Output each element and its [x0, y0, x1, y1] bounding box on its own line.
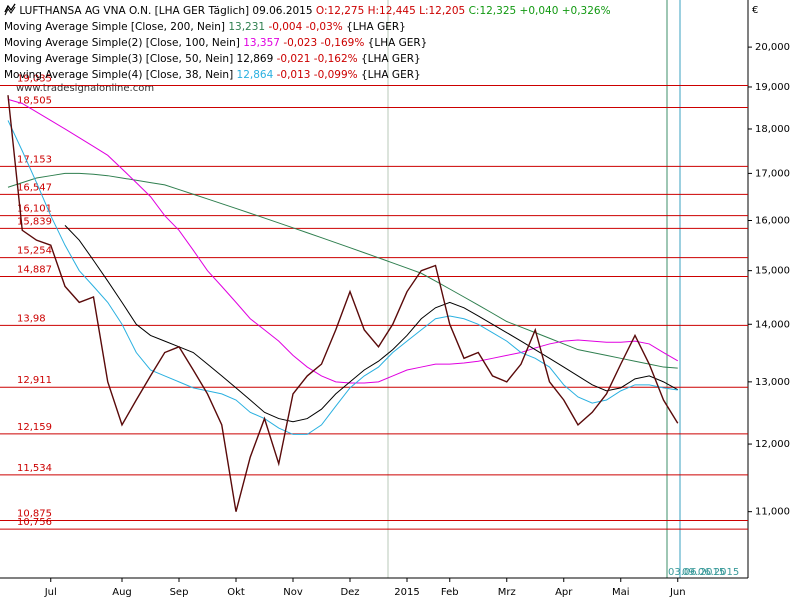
legend: LUFTHANSA AG VNA O.N. [LHA GER Täglich] … [4, 3, 611, 83]
legend-symbol: {LHA GER} [360, 69, 421, 81]
moving-average [7, 98, 679, 384]
ohl: O:12,275 H:12,445 L:12,205 [315, 5, 466, 17]
unit-label: € [752, 5, 758, 16]
moving-average [64, 225, 678, 423]
x-tick-label: 2015 [394, 587, 419, 598]
date-marker: 03.06.2015 [668, 567, 725, 578]
x-tick-label: Sep [170, 587, 189, 598]
level-label: 19,035 [17, 74, 52, 85]
plot-area [0, 0, 748, 578]
x-tick-label: Feb [441, 587, 459, 598]
legend-change: -0,004 -0,03% [268, 21, 343, 33]
level-label: 12,911 [17, 375, 52, 386]
level-label: 15,839 [17, 216, 52, 227]
x-tick-label: Mrz [498, 587, 516, 598]
legend-symbol: {LHA GER} [360, 53, 421, 65]
watermark: www.tradesignalonline.com [16, 83, 154, 94]
level-label: 10,756 [17, 517, 52, 528]
y-tick-label: 16,000 [755, 216, 790, 227]
y-tick-label: 13,000 [755, 377, 790, 388]
legend-name: Moving Average Simple(4) [Close, 38, Nei… [4, 69, 234, 81]
instrument: LUFTHANSA AG VNA O.N. [LHA GER Täglich] … [19, 5, 313, 17]
legend-change: -0,021 -0,162% [276, 53, 358, 65]
y-tick-label: 18,000 [755, 124, 790, 135]
x-tick-label: Apr [555, 587, 573, 598]
price-line [7, 95, 679, 512]
level-label: 17,153 [17, 154, 52, 165]
legend-row: Moving Average Simple(3) [Close, 50, Nei… [4, 3, 611, 67]
legend-last: 13,231 [228, 21, 266, 33]
level-label: 13,98 [17, 313, 46, 324]
legend-name: Moving Average Simple(2) [Close, 100, Ne… [4, 37, 240, 49]
y-tick-label: 11,000 [755, 507, 790, 518]
x-tick-label: Jul [44, 587, 57, 598]
legend-change: -0,023 -0,169% [283, 37, 365, 49]
y-tick-label: 12,000 [755, 439, 790, 450]
level-label: 16,547 [17, 182, 52, 193]
header-row: LUFTHANSA AG VNA O.N. [LHA GER Täglich] … [4, 3, 611, 19]
legend-change: -0,013 -0,099% [276, 69, 358, 81]
level-label: 12,159 [17, 422, 52, 433]
legend-last: 12,864 [236, 69, 274, 81]
level-label: 15,254 [17, 246, 52, 257]
y-tick-label: 17,000 [755, 168, 790, 179]
moving-average [7, 172, 678, 369]
level-label: 14,887 [17, 265, 52, 276]
legend-last: 12,869 [236, 53, 274, 65]
legend-name: Moving Average Simple [Close, 200, Nein] [4, 21, 225, 33]
level-label: 11,534 [17, 463, 52, 474]
y-tick-label: 20,000 [755, 42, 790, 53]
level-label: 18,505 [17, 95, 52, 106]
legend-row: Moving Average Simple [Close, 200, Nein]… [4, 3, 611, 35]
moving-average [7, 120, 678, 435]
y-tick-label: 15,000 [755, 266, 790, 277]
legend-symbol: {LHA GER} [346, 21, 406, 33]
legend-name: Moving Average Simple(3) [Close, 50, Nei… [4, 53, 234, 65]
x-tick-label: Dez [340, 587, 359, 598]
level-label: 10,875 [17, 509, 52, 520]
legend-last: 13,357 [243, 37, 280, 49]
x-tick-label: Mai [612, 587, 630, 598]
x-tick-label: Jun [669, 587, 686, 598]
y-tick-label: 19,000 [755, 82, 790, 93]
icon [4, 3, 16, 13]
x-tick-label: Aug [112, 587, 132, 598]
close: C:12,325 +0,040 +0,326% [468, 5, 611, 17]
legend-symbol: {LHA GER} [367, 37, 428, 49]
legend-row: Moving Average Simple(2) [Close, 100, Ne… [4, 3, 611, 51]
x-tick-label: Nov [283, 587, 303, 598]
y-tick-label: 14,000 [755, 319, 790, 330]
date-marker: 09.06.2015 [682, 567, 739, 578]
legend-row: Moving Average Simple(4) [Close, 38, Nei… [4, 3, 611, 83]
icon [4, 6, 16, 16]
level-label: 16,101 [17, 204, 52, 215]
x-tick-label: Okt [227, 587, 245, 598]
